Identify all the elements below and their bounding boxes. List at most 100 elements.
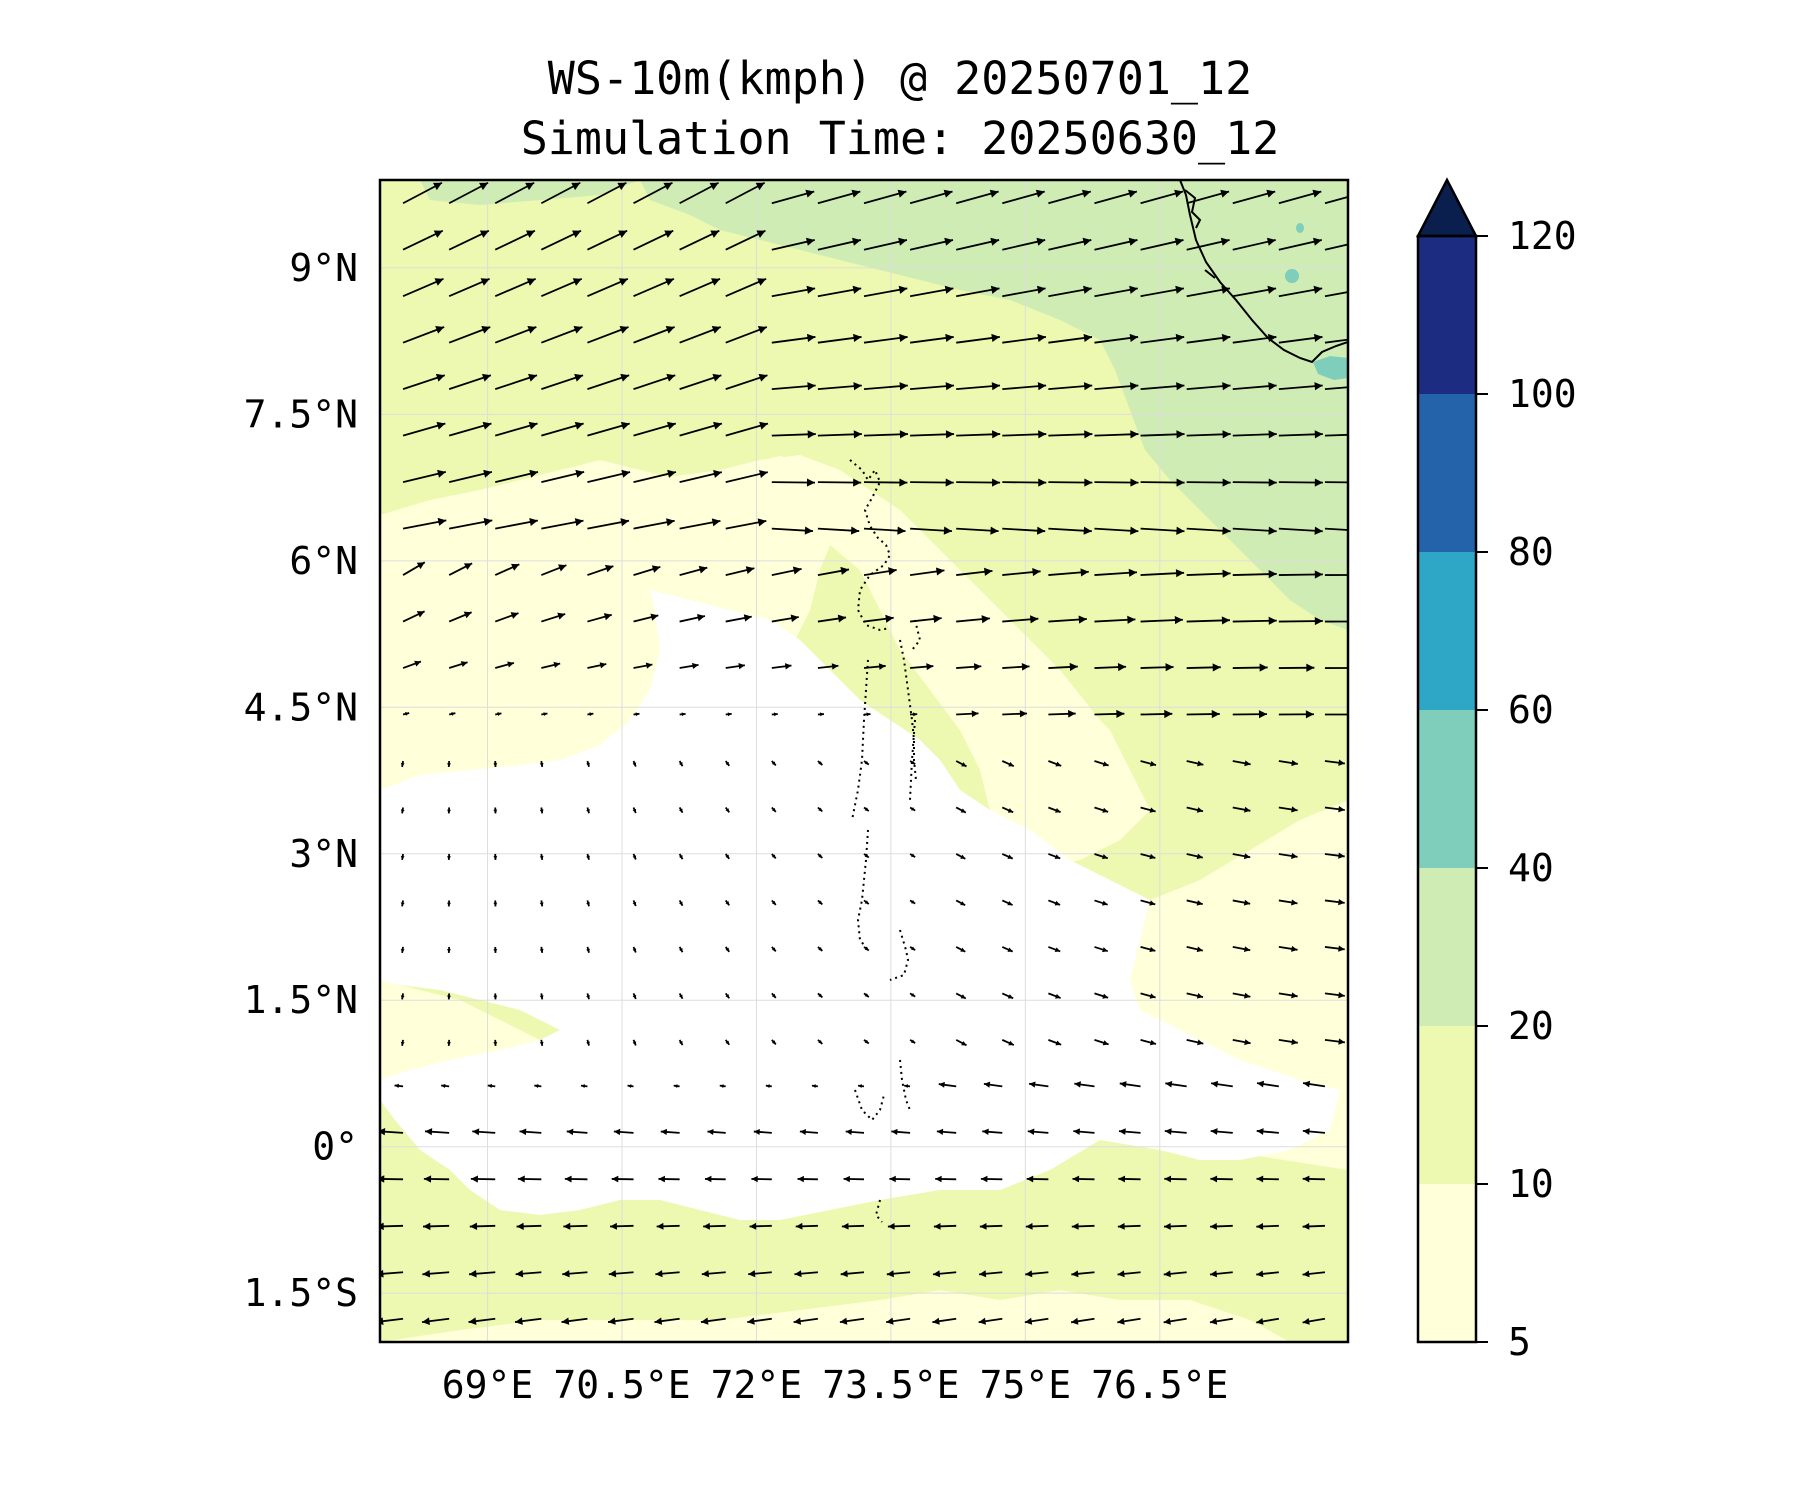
wind-vector bbox=[817, 526, 860, 535]
wind-vector bbox=[817, 806, 823, 813]
wind-vector bbox=[679, 518, 721, 530]
wind-vector bbox=[447, 993, 451, 1000]
wind-vector bbox=[724, 853, 730, 860]
wind-vector bbox=[541, 661, 561, 669]
wind-vector bbox=[1119, 1081, 1141, 1088]
wind-vector bbox=[564, 1175, 588, 1183]
wind-vector bbox=[1048, 189, 1092, 205]
colorbar-tick-label: 40 bbox=[1508, 846, 1554, 890]
wind-vector bbox=[725, 421, 769, 437]
wind-vector bbox=[817, 478, 862, 487]
wind-vector bbox=[1073, 1128, 1095, 1135]
wind-vector bbox=[863, 992, 870, 998]
wind-vector bbox=[891, 1128, 911, 1135]
wind-vector bbox=[1324, 759, 1345, 766]
wind-vector bbox=[448, 277, 490, 298]
wind-vector bbox=[1186, 430, 1231, 439]
wind-vector bbox=[678, 853, 684, 860]
wind-vector bbox=[956, 710, 979, 718]
wind-vector bbox=[679, 277, 721, 298]
wind-vector bbox=[448, 661, 468, 669]
wind-vector bbox=[1140, 806, 1156, 813]
wind-vector bbox=[1278, 899, 1298, 906]
wind-vector bbox=[1232, 478, 1277, 487]
wind-vector bbox=[932, 1270, 957, 1278]
wind-vector bbox=[978, 1317, 1003, 1325]
wind-vector bbox=[771, 566, 802, 576]
wind-vector bbox=[845, 1128, 865, 1135]
wind-vector bbox=[886, 1270, 911, 1278]
wind-vector bbox=[679, 712, 686, 717]
wind-vector bbox=[1186, 1039, 1204, 1046]
wind-vector bbox=[725, 663, 745, 670]
wind-vector bbox=[1048, 382, 1093, 391]
wind-vector bbox=[448, 517, 493, 530]
wind-vector bbox=[725, 712, 732, 717]
wind-vector bbox=[1165, 1080, 1187, 1088]
wind-vector bbox=[541, 469, 585, 483]
wind-vector bbox=[771, 712, 778, 717]
wind-vector bbox=[1302, 1175, 1325, 1183]
wind-vector bbox=[493, 853, 498, 860]
wind-vector bbox=[633, 662, 653, 669]
wind-vector bbox=[1071, 1222, 1095, 1230]
wind-vector bbox=[938, 1081, 957, 1088]
wind-vector bbox=[1094, 478, 1139, 487]
lat-tick-label: 4.5°N bbox=[244, 685, 358, 729]
wind-vector bbox=[1094, 1039, 1109, 1046]
lat-tick-label: 6°N bbox=[289, 539, 358, 583]
wind-vector bbox=[724, 806, 730, 813]
wind-vector bbox=[909, 285, 954, 298]
wind-vector bbox=[494, 661, 515, 669]
wind-vector bbox=[1186, 526, 1231, 535]
wind-vector bbox=[1232, 806, 1251, 813]
wind-vector bbox=[400, 993, 405, 1000]
wind-vector bbox=[771, 899, 777, 906]
wind-vector bbox=[1094, 568, 1138, 577]
wind-vector bbox=[539, 760, 544, 768]
wind-vector bbox=[539, 1039, 544, 1046]
wind-vector bbox=[1302, 1128, 1326, 1135]
wind-vector bbox=[956, 478, 1001, 487]
wind-vector bbox=[1140, 237, 1184, 251]
wind-vector bbox=[771, 760, 777, 767]
wind-vector bbox=[673, 1084, 680, 1088]
wind-vector bbox=[632, 807, 637, 814]
wind-vector bbox=[1232, 237, 1276, 251]
wind-vector bbox=[566, 1128, 588, 1136]
wind-vector bbox=[587, 421, 630, 437]
wind-vector bbox=[982, 1128, 1003, 1135]
wind-vector bbox=[909, 806, 916, 812]
wind-vector bbox=[633, 421, 677, 437]
wind-vector bbox=[1232, 526, 1277, 535]
wind-vector bbox=[1210, 1222, 1233, 1230]
wind-vector bbox=[402, 561, 426, 576]
lat-tick-label: 7.5°N bbox=[244, 392, 358, 436]
map-area bbox=[380, 180, 1348, 1342]
wind-vector bbox=[678, 992, 684, 1000]
wind-vector bbox=[771, 992, 777, 999]
wind-vector bbox=[1324, 195, 1348, 205]
wind-vector bbox=[447, 760, 451, 768]
wind-vector bbox=[587, 469, 631, 483]
wind-vector bbox=[956, 430, 1001, 439]
wind-vector bbox=[724, 1039, 730, 1046]
colorbar-tick-label: 80 bbox=[1508, 530, 1554, 574]
wind-vector bbox=[1278, 285, 1323, 298]
wind-vector bbox=[909, 899, 916, 905]
wind-vector bbox=[817, 237, 862, 251]
wind-vector bbox=[1232, 760, 1251, 767]
wind-vector bbox=[586, 946, 590, 953]
wind-vector bbox=[863, 853, 870, 859]
wind-vector bbox=[1232, 710, 1268, 719]
wind-vector bbox=[1048, 806, 1061, 813]
wind-vector bbox=[1232, 616, 1277, 625]
wind-vector bbox=[1278, 759, 1298, 767]
wind-vector bbox=[1002, 663, 1030, 671]
wind-vector bbox=[1324, 713, 1348, 716]
wind-vector bbox=[632, 900, 637, 907]
wind-vector bbox=[400, 853, 405, 861]
wind-vector bbox=[1140, 1039, 1157, 1046]
colorbar-tick-label: 60 bbox=[1508, 688, 1554, 732]
